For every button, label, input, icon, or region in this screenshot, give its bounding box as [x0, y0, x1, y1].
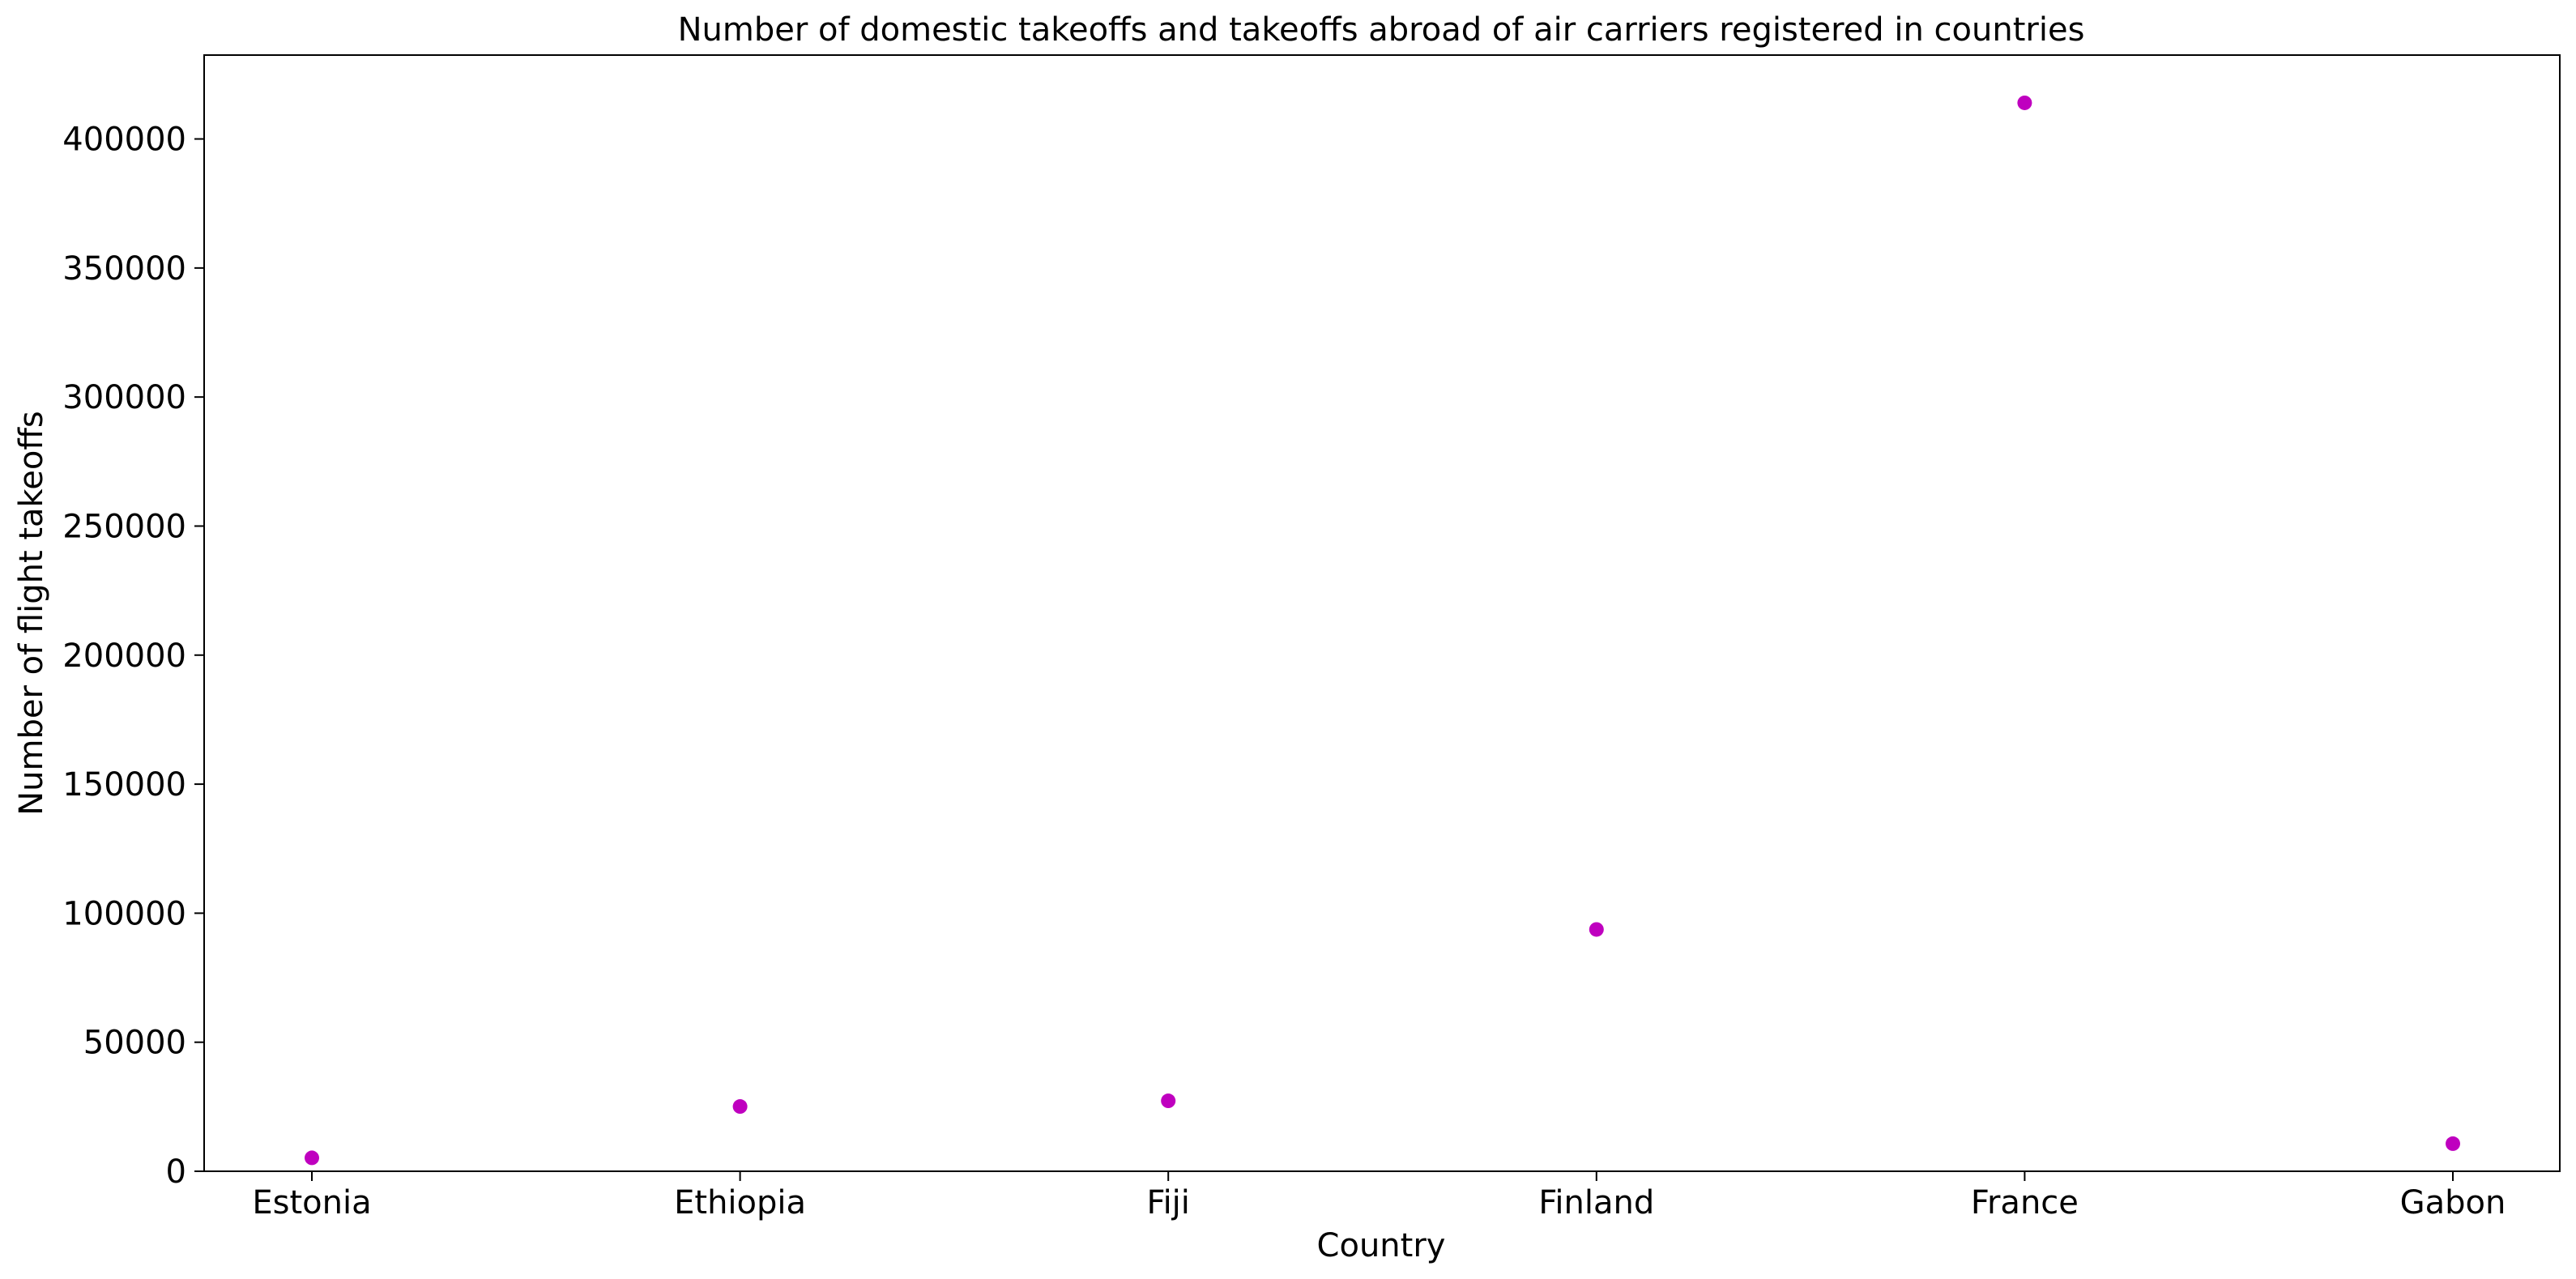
data-point-fiji — [1161, 1094, 1176, 1109]
x-tick-label: Gabon — [2400, 1184, 2506, 1221]
y-axis: 0 50000 100000 150000 200000 250000 300000 3500… — [62, 122, 204, 1191]
x-tick-label: France — [1971, 1184, 2079, 1221]
y-axis-label: Number of flight takeoffs — [13, 411, 50, 816]
data-point-france — [2017, 95, 2032, 110]
y-tick-label: 50000 — [83, 1025, 186, 1062]
x-tick-label: Estonia — [252, 1184, 371, 1221]
y-tick-label: 100000 — [62, 895, 186, 932]
data-point-finland — [1589, 922, 1604, 937]
y-tick-label: 200000 — [62, 637, 186, 675]
y-tick-label: 300000 — [62, 379, 186, 416]
x-tick-label: Ethiopia — [674, 1184, 806, 1221]
plot-area-frame — [203, 54, 2561, 1172]
data-point-ethiopia — [732, 1099, 748, 1115]
data-point-estonia — [305, 1150, 319, 1166]
chart-title: Number of domestic takeoffs and takeoffs… — [678, 11, 2085, 49]
x-tick-label: Fiji — [1146, 1184, 1189, 1221]
data-point-gabon — [2446, 1136, 2460, 1151]
y-tick-label: 0 — [166, 1153, 186, 1191]
y-tick-label: 350000 — [62, 250, 186, 288]
x-axis: Estonia Ethiopia Fiji Finland France Gabon — [252, 1171, 2506, 1221]
y-tick-label: 400000 — [62, 122, 186, 159]
x-tick-label: Finland — [1538, 1184, 1654, 1221]
x-axis-label: Country — [1317, 1227, 1446, 1264]
data-points — [305, 95, 2460, 1166]
y-tick-label: 250000 — [62, 508, 186, 545]
y-tick-label: 150000 — [62, 766, 186, 804]
